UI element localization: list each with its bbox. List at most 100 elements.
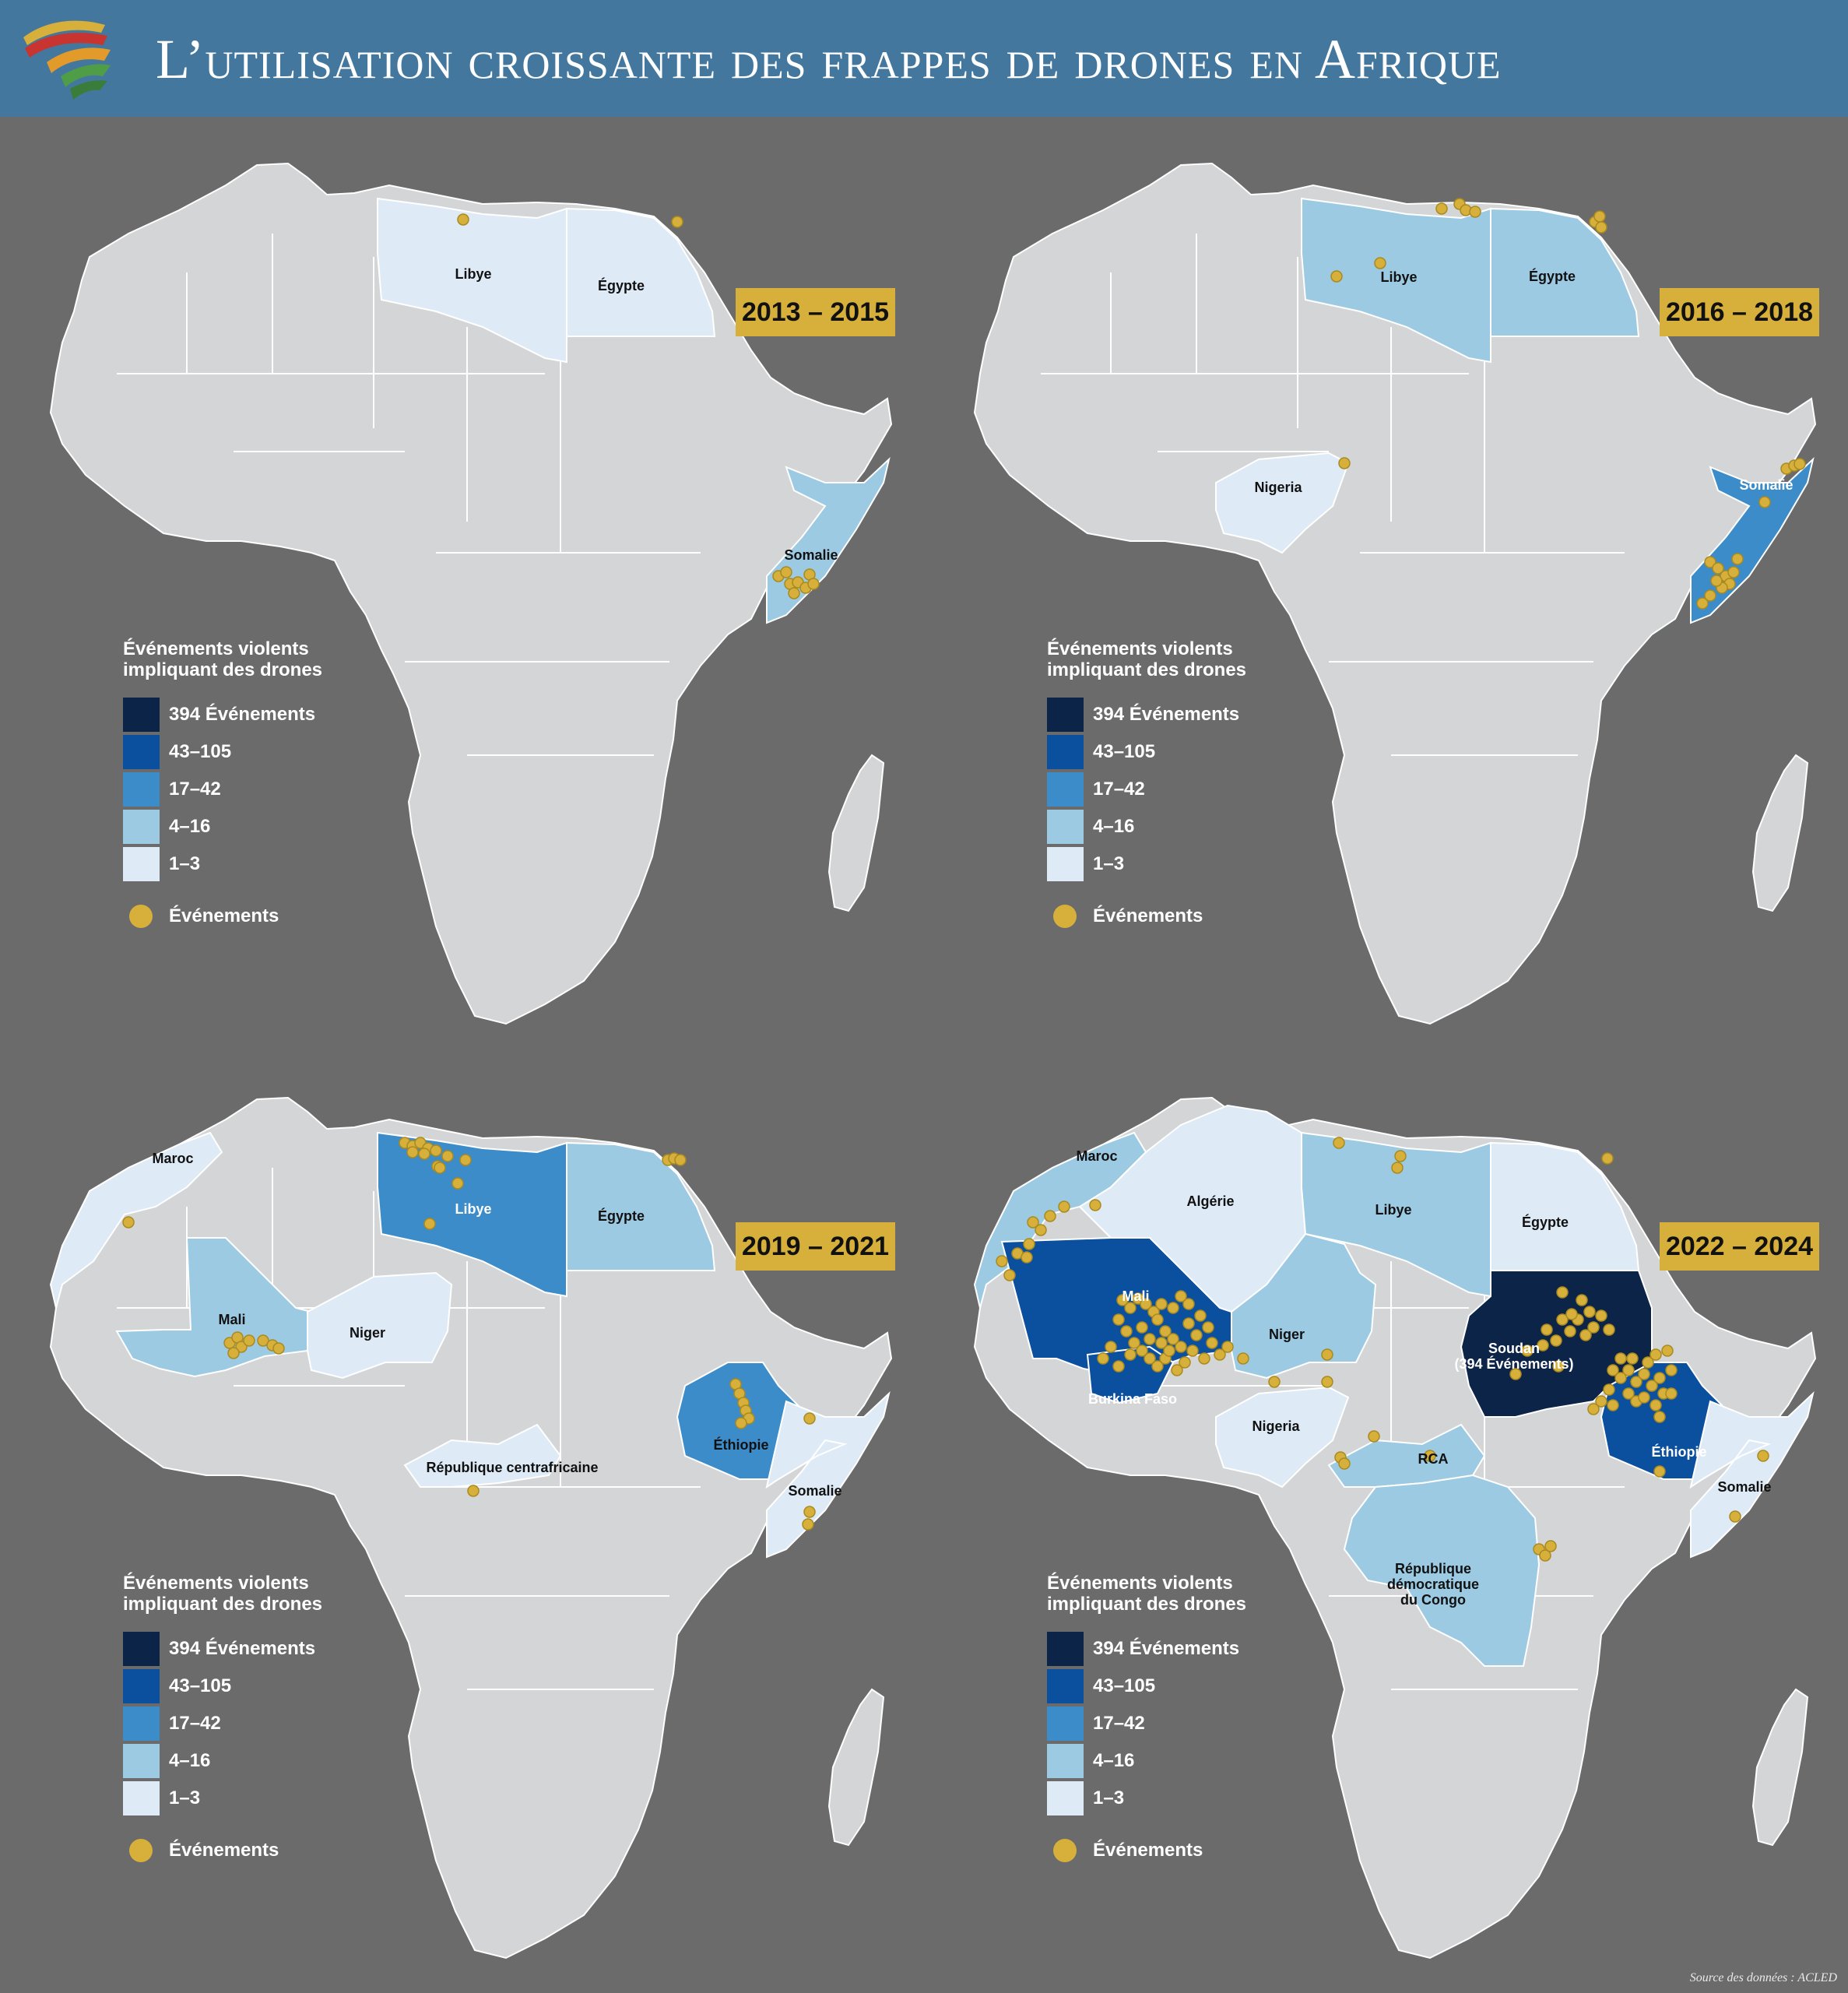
period-badge: 2022 – 2024 [1660,1222,1819,1271]
legend-label: 43–105 [169,741,232,762]
country-libya [1301,197,1491,364]
legend-label: 17–42 [1093,779,1145,800]
country-label: Égypte [597,278,645,294]
legend: Événements violents impliquant des drone… [123,1573,403,1862]
africa-map [974,163,1816,1025]
country-label: Burkina Faso [1087,1391,1178,1407]
country-label-line: démocratique [1386,1576,1480,1592]
legend: Événements violents impliquant des drone… [123,638,403,928]
country-label-line: République [1395,1561,1471,1576]
header-banner: L’utilisation croissante des frappes de … [0,0,1848,117]
legend-events-label: Événements [169,1840,279,1861]
legend-swatch [123,1781,160,1815]
country-egypt [566,1141,716,1271]
legend-events-label: Événements [169,905,279,926]
country-nigeria [1215,1386,1350,1489]
africa-map [49,1097,892,1959]
legend-label: 43–105 [1093,1675,1156,1696]
country-label: Nigeria [1254,480,1302,495]
legend-title-line: impliquant des drones [123,659,323,680]
map-panel-2019-2021: Maroc Libye Égypte Mali Niger République… [0,1051,924,1985]
legend-label: 1–3 [1093,1787,1125,1808]
legend-swatch [123,698,160,732]
country-label: République démocratique du Congo [1387,1561,1479,1608]
legend-label: 4–16 [169,1750,211,1771]
legend-swatch [1047,1781,1084,1815]
period-badge: 2019 – 2021 [736,1222,895,1271]
legend-events-label: Événements [1093,905,1203,926]
legend-label: 43–105 [1093,741,1156,762]
country-libya [377,197,567,364]
legend-swatch [123,1632,160,1666]
legend-label: 17–42 [169,1713,221,1734]
country-label: Nigeria [1252,1418,1300,1434]
legend-title-line: impliquant des drones [123,1594,323,1615]
country-label: Niger [349,1325,386,1341]
legend-swatch [123,735,160,769]
event-dots [996,1137,1769,1562]
legend-swatch [1047,847,1084,881]
country-nigeria [1215,452,1350,554]
country-drc [1343,1474,1541,1667]
legend-label: 394 Événements [169,704,316,725]
legend-title-line: Événements violents [123,638,309,659]
country-somalia [765,1391,891,1559]
country-niger [1231,1232,1377,1380]
legend-swatch [1047,1744,1084,1778]
country-label: Maroc [1076,1148,1118,1164]
legend-swatch [1047,1632,1084,1666]
country-label: Éthiopie [1651,1444,1707,1460]
legend-swatch [123,772,160,807]
legend-swatch [1047,772,1084,807]
legend-swatch [1047,1669,1084,1703]
legend-label: 4–16 [169,816,211,837]
brand-logo-icon [23,20,111,100]
country-label: Somalie [1717,1479,1772,1495]
country-label: Libye [1380,269,1418,285]
legend: Événements violents impliquant des drone… [1047,638,1327,928]
legend-swatch [123,1707,160,1741]
country-label: Somalie [788,1483,842,1499]
legend-title-line: Événements violents [1047,638,1233,659]
country-label: Égypte [1521,1214,1569,1230]
country-label: Libye [1375,1202,1412,1218]
legend-label: 17–42 [169,779,221,800]
event-dot-icon [129,1839,153,1862]
legend-label: 394 Événements [1093,704,1240,725]
legend-swatch [1047,698,1084,732]
country-label-line: du Congo [1400,1592,1466,1608]
legend-label: 1–3 [169,853,201,874]
legend-swatch [1047,735,1084,769]
country-label: Égypte [597,1208,645,1224]
country-somalia [1689,1391,1815,1559]
legend-label: 1–3 [1093,853,1125,874]
africa-map [50,163,892,1025]
legend-swatch [123,1744,160,1778]
country-label: Niger [1268,1327,1305,1342]
legend-label: 1–3 [169,1787,201,1808]
country-libya [1301,1131,1491,1298]
country-label: Soudan (394 Événements) [1454,1341,1573,1372]
legend-swatch [1047,810,1084,844]
page-title: L’utilisation croissante des frappes de … [156,28,1502,90]
legend-swatch [1047,1707,1084,1741]
legend-title-line: Événements violents [1047,1573,1233,1594]
event-dots [457,213,820,599]
event-dot-icon [129,905,153,928]
event-dot-icon [1053,905,1077,928]
country-label: République centrafricaine [426,1460,599,1475]
legend-label: 4–16 [1093,1750,1135,1771]
legend-label: 394 Événements [1093,1638,1240,1659]
country-label: Égypte [1528,269,1576,284]
legend-label: 43–105 [169,1675,232,1696]
event-dots [1330,198,1806,610]
country-label: Mali [1122,1288,1150,1304]
event-dot-icon [1053,1839,1077,1862]
country-label: Libye [455,1201,492,1217]
country-label: Algérie [1186,1193,1235,1209]
map-panel-2013-2015: Libye Égypte Somalie 2013 – 2015 Événeme… [0,117,924,1051]
country-label: Libye [455,266,492,282]
country-label: Somalie [1739,477,1794,493]
map-panel-2016-2018: Libye Égypte Nigeria Somalie 2016 – 2018… [924,117,1848,1051]
country-car [1327,1423,1486,1488]
